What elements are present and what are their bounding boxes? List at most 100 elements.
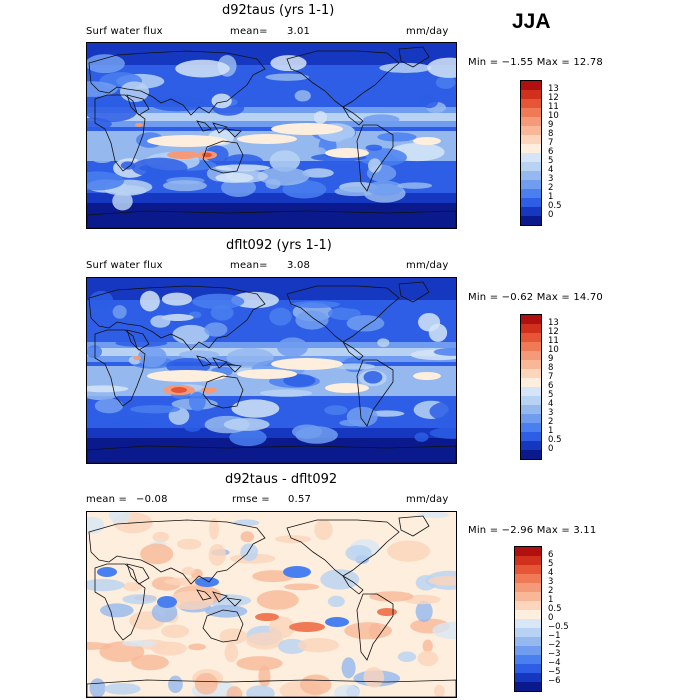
colorbar-tick-label: 1 — [548, 192, 554, 202]
colorbar-swatch — [521, 189, 541, 198]
coastline — [342, 106, 364, 126]
field-contour — [87, 171, 125, 191]
field-contour — [377, 132, 417, 142]
field-contour — [422, 639, 433, 653]
colorbar-tick-label: 0.5 — [548, 201, 562, 211]
colorbar-tick-label: 13 — [548, 84, 559, 94]
colorbar-tick-label: 0.5 — [548, 604, 562, 614]
colorbar-swatch — [521, 405, 541, 414]
field-contour — [302, 168, 334, 178]
coastline — [88, 50, 266, 116]
field-contour — [432, 621, 456, 640]
colorbar-tick-label: 0 — [548, 210, 554, 220]
field-contour — [379, 62, 432, 73]
field-contour — [366, 180, 404, 196]
field-contour — [87, 345, 103, 359]
coastline — [356, 124, 394, 192]
coastline — [196, 120, 242, 138]
panel-2-mean-value: 3.08 — [287, 260, 311, 271]
field-contour — [269, 307, 292, 326]
panel-2-map — [86, 277, 457, 464]
coastline — [88, 285, 266, 351]
field-contour — [138, 346, 167, 368]
field-contour — [122, 594, 157, 605]
field-contour — [259, 389, 313, 397]
field-contour — [397, 182, 433, 189]
field-contour — [435, 76, 456, 89]
field-contour — [320, 569, 360, 590]
field-contour — [87, 579, 125, 592]
panel-1-colorbar — [520, 80, 542, 226]
panel-1-field-label: Surf water flux — [86, 26, 163, 37]
field-contour — [87, 516, 105, 535]
panel-1-mean-label: mean= — [230, 26, 268, 37]
field-contour — [257, 167, 310, 186]
field-contour — [231, 399, 280, 418]
field-contour — [176, 538, 202, 550]
field-contour — [256, 590, 299, 610]
colorbar-swatch — [515, 583, 541, 592]
field-band — [87, 203, 456, 228]
field-contour — [363, 114, 400, 125]
panel-3-units: mm/day — [406, 494, 449, 505]
colorbar-swatch — [521, 423, 541, 432]
field-contour — [168, 590, 214, 610]
field-contour — [99, 603, 134, 618]
colorbar-swatch — [515, 592, 541, 601]
colorbar-tick-label: 9 — [548, 120, 554, 130]
field-contour — [346, 315, 385, 332]
colorbar-swatch — [515, 574, 541, 583]
field-contour — [268, 616, 295, 639]
field-contour — [413, 137, 441, 145]
colorbar-swatch — [521, 414, 541, 423]
field-contour — [161, 292, 193, 306]
panel-2-units: mm/day — [406, 260, 449, 271]
colorbar-tick-label: 5 — [548, 156, 554, 166]
field-contour — [131, 654, 169, 671]
field-contour — [87, 54, 125, 74]
field-band — [87, 113, 456, 121]
field-contour — [369, 591, 414, 602]
field-contour — [345, 545, 372, 562]
colorbar-swatch — [521, 333, 541, 342]
field-contour — [333, 363, 376, 370]
colorbar-tick-label: 7 — [548, 138, 554, 148]
field-contour — [416, 512, 450, 518]
field-contour — [181, 566, 195, 575]
colorbar-swatch — [521, 216, 541, 225]
field-contour — [224, 642, 239, 663]
field-band — [87, 43, 456, 65]
coastline — [88, 519, 266, 585]
colorbar-tick-label: 2 — [548, 417, 554, 427]
panel-3-mean-label: mean = — [86, 494, 128, 505]
field-contour — [334, 186, 377, 197]
field-peak — [377, 608, 397, 616]
panel-3-map — [86, 511, 457, 698]
colorbar-swatch — [515, 601, 541, 610]
field-contour — [112, 305, 127, 319]
coastline — [342, 341, 364, 361]
field-contour — [231, 291, 279, 309]
colorbar-swatch — [521, 351, 541, 360]
field-contour — [130, 405, 181, 414]
colorbar-tick-label: 4 — [548, 165, 554, 175]
coastline — [398, 515, 430, 537]
colorbar-tick-label: 9 — [548, 354, 554, 364]
colorbar-swatch — [521, 396, 541, 405]
colorbar-swatch — [515, 637, 541, 646]
colorbar-tick-label: 1 — [548, 426, 554, 436]
field-contour — [271, 358, 343, 370]
field-contour — [313, 111, 328, 124]
colorbar-tick-label: 7 — [548, 372, 554, 382]
coastline — [356, 359, 394, 427]
colorbar-swatch — [521, 171, 541, 180]
colorbar-tick-label: 11 — [548, 102, 559, 112]
colorbar-tick-label: 6 — [548, 550, 554, 560]
panel-2-field-label: Surf water flux — [86, 260, 163, 271]
field-contour — [150, 315, 171, 328]
field-contour — [120, 161, 136, 170]
field-contour — [179, 350, 219, 359]
panel-3-mean-value: −0.08 — [136, 494, 168, 505]
field-contour — [365, 144, 383, 151]
field-contour — [147, 370, 227, 382]
